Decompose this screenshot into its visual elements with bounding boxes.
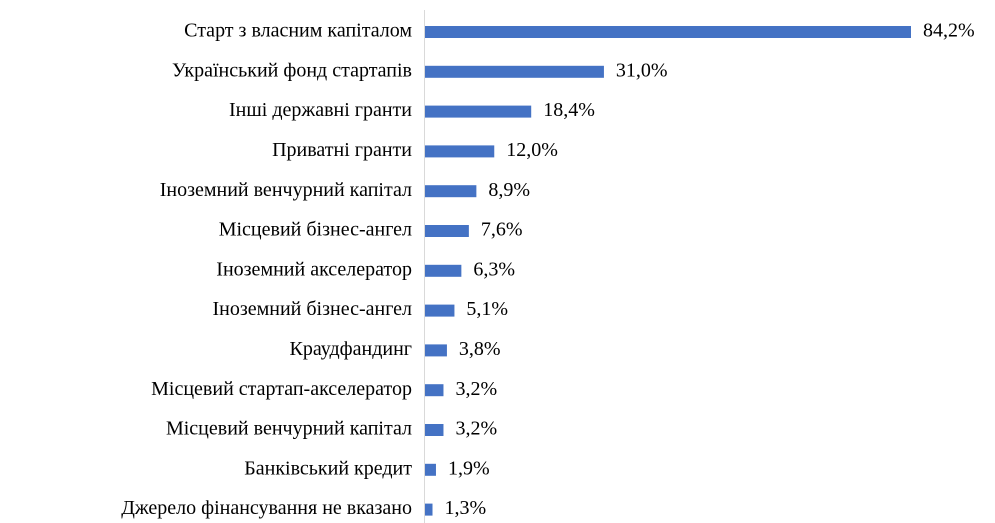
value-label: 6,3%	[473, 258, 515, 280]
bar	[425, 145, 495, 158]
bar	[425, 503, 433, 516]
category-label: Місцевий венчурний капітал	[166, 418, 412, 440]
bar	[425, 65, 604, 78]
value-label: 18,4%	[543, 99, 595, 121]
category-label: Місцевий бізнес-ангел	[219, 219, 412, 241]
category-label: Краудфандинг	[290, 338, 412, 360]
value-label: 1,3%	[445, 497, 487, 519]
category-label: Банківський кредит	[244, 457, 412, 479]
category-label: Інші державні гранти	[229, 99, 412, 121]
value-label: 3,2%	[455, 418, 497, 440]
bar	[425, 26, 911, 38]
value-label: 3,8%	[459, 338, 501, 360]
bar	[425, 105, 532, 118]
bar	[425, 225, 469, 237]
category-label: Приватні гранти	[272, 139, 412, 161]
bar	[425, 463, 436, 476]
value-label: 12,0%	[506, 139, 558, 161]
category-label: Місцевий стартап-акселератор	[151, 378, 412, 400]
bar	[425, 264, 462, 277]
bar	[425, 344, 447, 357]
bar	[425, 424, 444, 436]
category-label: Старт з власним капіталом	[184, 20, 412, 42]
bar	[425, 384, 444, 397]
bar	[425, 304, 455, 317]
value-label: 8,9%	[488, 179, 530, 201]
category-label: Іноземний акселератор	[216, 258, 412, 280]
category-label: Джерело фінансування не вказано	[121, 497, 412, 519]
value-label: 5,1%	[466, 298, 508, 320]
value-label: 84,2%	[923, 20, 975, 42]
category-label: Іноземний бізнес-ангел	[212, 298, 412, 320]
value-label: 3,2%	[455, 378, 497, 400]
category-label: Український фонд стартапів	[172, 59, 412, 81]
value-label: 31,0%	[616, 59, 668, 81]
bar	[425, 185, 477, 198]
category-label: Іноземний венчурний капітал	[160, 179, 412, 201]
value-label: 7,6%	[481, 219, 523, 241]
value-label: 1,9%	[448, 457, 490, 479]
